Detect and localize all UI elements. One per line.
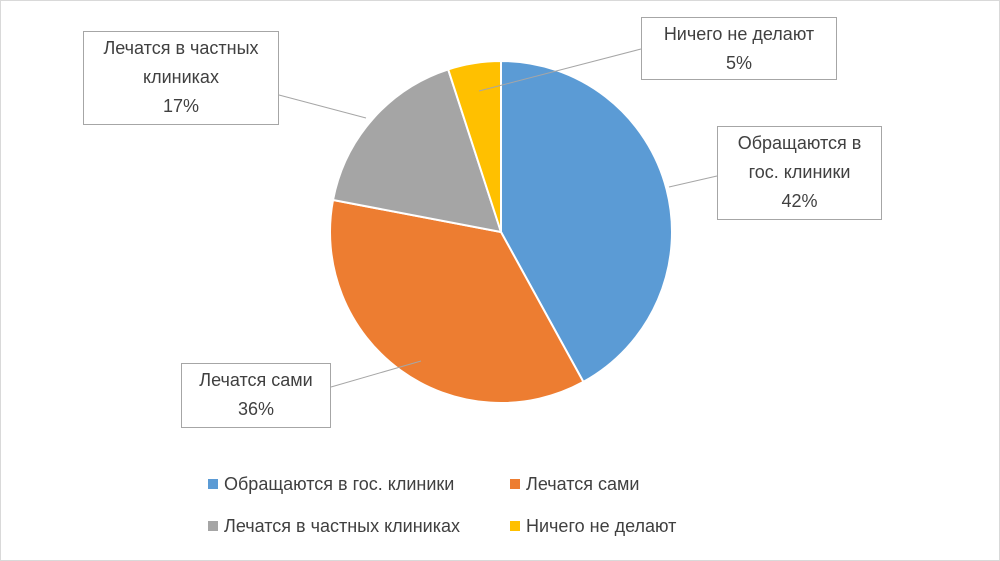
leader-line [478,48,642,92]
data-callout: Лечатся в частных клиниках 17% [83,31,279,125]
data-callout: Ничего не делают 5% [641,17,837,80]
legend-label: Обращаются в гос. клиники [224,474,455,494]
legend-swatch [510,479,520,489]
callout-category: Лечатся в частных клиниках [103,38,259,87]
legend-item: Лечатся в частных клиниках [208,515,460,537]
pie-slice [329,198,585,404]
pie-slice [500,59,673,384]
callout-category: Обращаются в гос. клиники [737,133,862,182]
callout-value: 17% [162,96,200,116]
data-callout: Лечатся сами 36% [181,363,331,428]
legend-item: Ничего не делают [510,515,676,537]
callout-value: 36% [237,399,275,419]
leader-line [330,360,422,388]
leader-line [668,175,718,188]
data-callout: Обращаются в гос. клиники 42% [717,126,882,220]
leader-line [278,94,367,119]
callout-category: Лечатся сами [199,370,313,390]
legend-item: Лечатся сами [510,473,639,495]
legend-swatch [510,521,520,531]
pie-slice [446,59,502,233]
callout-value: 42% [781,191,818,211]
legend-swatch [208,479,218,489]
legend-label: Ничего не делают [526,516,677,536]
legend-item: Обращаются в гос. клиники [208,473,454,495]
legend-label: Лечатся в частных клиниках [224,516,460,536]
pie-slice [331,68,503,234]
callout-value: 5% [725,53,752,73]
legend-label: Лечатся сами [526,474,640,494]
legend-swatch [208,521,218,531]
callout-category: Ничего не делают [663,24,815,44]
